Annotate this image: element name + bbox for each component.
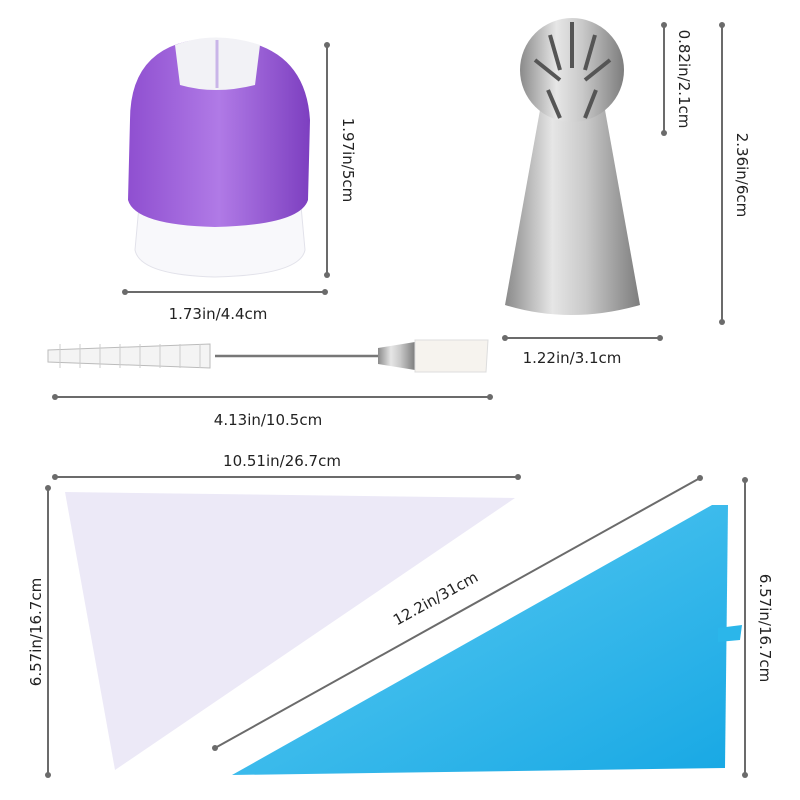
silicone-bag-image [232, 505, 742, 775]
nozzle-width-label: 1.22in/3.1cm [523, 349, 622, 367]
brush-length-label: 4.13in/10.5cm [214, 411, 322, 429]
silicone-bag-height-label: 6.57in/16.7cm [756, 574, 774, 682]
disposable-bag-image [65, 492, 515, 770]
coupler-image [128, 37, 310, 278]
bag-width-label: 10.51in/26.7cm [223, 452, 341, 470]
cleaning-brush-image [47, 339, 489, 373]
bag-height-label: 6.57in/16.7cm [27, 578, 45, 686]
ball-height-label: 0.82in/2.1cm [675, 30, 693, 129]
silicone-bag-length-label: 12.2in/31cm [390, 568, 481, 629]
coupler-height-dimension: 1.97in/5cm [324, 42, 357, 278]
coupler-width-dimension: 1.73in/4.4cm [122, 289, 328, 323]
coupler-height-label: 1.97in/5cm [339, 118, 357, 203]
nozzle-height-dimension: 2.36in/6cm [719, 22, 751, 325]
nozzle-height-label: 2.36in/6cm [733, 133, 751, 218]
ball-nozzle-image [505, 18, 640, 315]
silicone-bag-height-dimension: 6.57in/16.7cm [742, 477, 774, 778]
bag-width-dimension: 10.51in/26.7cm [52, 452, 521, 480]
nozzle-width-dimension: 1.22in/3.1cm [502, 335, 663, 367]
ball-height-dimension: 0.82in/2.1cm [661, 22, 693, 136]
brush-length-dimension: 4.13in/10.5cm [52, 394, 493, 429]
bag-height-dimension: 6.57in/16.7cm [27, 485, 51, 778]
coupler-width-label: 1.73in/4.4cm [169, 305, 268, 323]
